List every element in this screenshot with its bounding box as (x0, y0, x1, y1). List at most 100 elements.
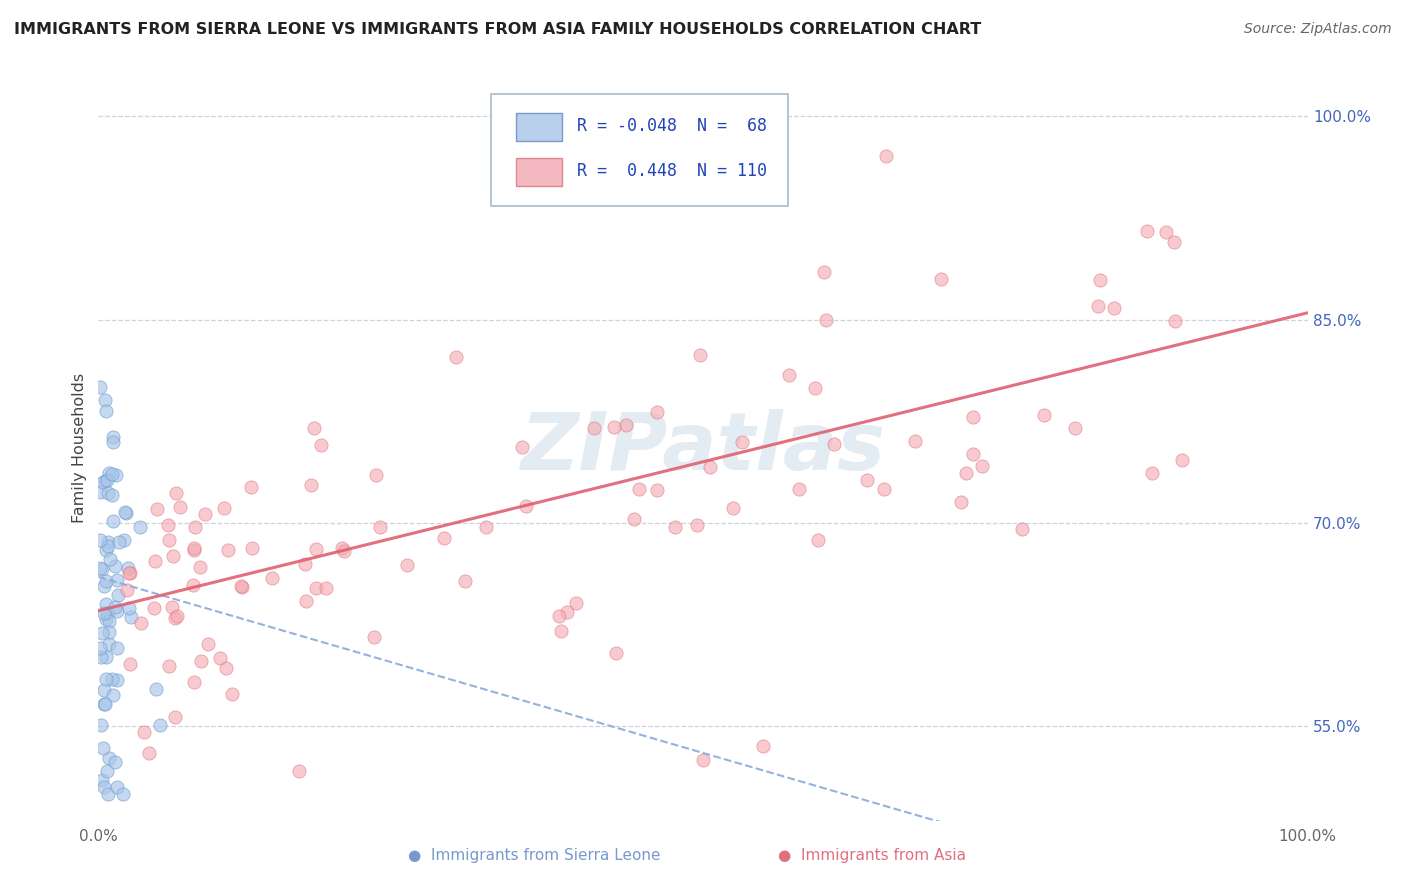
Point (101, 688, 124, 702)
Point (856, 473, 879, 487)
Point (685, 518, 707, 533)
Point (184, 520, 207, 534)
Text: Source: ZipAtlas.com: Source: ZipAtlas.com (1244, 22, 1392, 37)
Point (564, 596, 586, 610)
Point (89, 560, 111, 574)
Point (475, 519, 498, 533)
Point (142, 600, 165, 615)
Point (311, 438, 333, 452)
Point (823, 436, 845, 450)
Point (231, 579, 253, 593)
Point (93, 698, 115, 712)
Point (145, 682, 167, 697)
Point (93, 606, 115, 620)
Point (515, 499, 537, 513)
Point (105, 780, 128, 794)
Point (295, 594, 318, 608)
Point (950, 495, 973, 509)
FancyBboxPatch shape (492, 95, 787, 206)
Point (550, 624, 572, 638)
Point (188, 559, 211, 574)
Point (221, 687, 243, 701)
Point (1011, 522, 1033, 536)
Point (94, 649, 117, 664)
Point (101, 430, 124, 444)
Point (955, 467, 977, 481)
Point (315, 581, 337, 595)
Point (101, 435, 124, 450)
Point (89, 485, 111, 500)
Point (510, 170, 533, 185)
Point (162, 549, 184, 563)
Point (101, 467, 124, 482)
Point (692, 753, 714, 767)
Point (395, 558, 418, 573)
Point (105, 673, 128, 688)
Point (366, 467, 388, 482)
Point (197, 638, 219, 652)
Point (157, 533, 180, 547)
Point (104, 468, 127, 483)
Point (101, 514, 124, 528)
Point (94, 392, 117, 407)
Point (299, 477, 322, 491)
Point (962, 447, 984, 461)
Point (118, 657, 141, 671)
Point (699, 460, 721, 475)
Point (98, 615, 121, 629)
Point (807, 533, 830, 548)
Point (603, 420, 626, 434)
Point (120, 566, 142, 580)
Point (120, 610, 142, 624)
Point (96, 543, 118, 558)
Point (605, 646, 627, 660)
Point (163, 710, 186, 724)
Point (117, 601, 139, 615)
Point (97, 787, 120, 801)
Point (1164, 314, 1187, 328)
Point (101, 672, 124, 686)
Point (446, 351, 468, 365)
Point (181, 578, 204, 592)
Point (510, 440, 533, 454)
Point (104, 559, 127, 574)
Point (731, 435, 754, 450)
Text: ZIPatlas: ZIPatlas (520, 409, 886, 487)
Point (231, 580, 253, 594)
Point (98, 466, 121, 480)
Point (143, 554, 166, 568)
Text: IMMIGRANTS FROM SIERRA LEONE VS IMMIGRANTS FROM ASIA FAMILY HOUSEHOLDS CORRELATI: IMMIGRANTS FROM SIERRA LEONE VS IMMIGRAN… (14, 22, 981, 37)
Point (721, 500, 744, 515)
Point (114, 505, 136, 519)
Point (156, 518, 179, 533)
Point (132, 725, 155, 739)
Point (664, 520, 686, 534)
Point (115, 506, 138, 520)
Point (583, 421, 606, 435)
Point (169, 500, 191, 514)
Point (96, 672, 118, 686)
Point (97, 750, 120, 764)
Point (368, 520, 391, 534)
Point (190, 654, 212, 668)
Point (98, 552, 121, 566)
Point (166, 608, 188, 623)
Point (689, 348, 711, 362)
Bar (516, 113, 561, 141)
Point (138, 746, 160, 760)
Point (96, 404, 118, 418)
Point (262, 571, 284, 585)
Point (105, 604, 128, 618)
Point (105, 641, 128, 656)
Point (548, 608, 571, 623)
Text: R =  0.448  N = 110: R = 0.448 N = 110 (578, 162, 768, 180)
Point (183, 675, 205, 690)
Point (149, 718, 172, 732)
Point (645, 483, 668, 497)
Point (1171, 453, 1194, 467)
Point (96, 473, 118, 487)
Point (96, 764, 118, 778)
Point (183, 543, 205, 558)
Point (97, 486, 120, 500)
Point (804, 381, 827, 395)
